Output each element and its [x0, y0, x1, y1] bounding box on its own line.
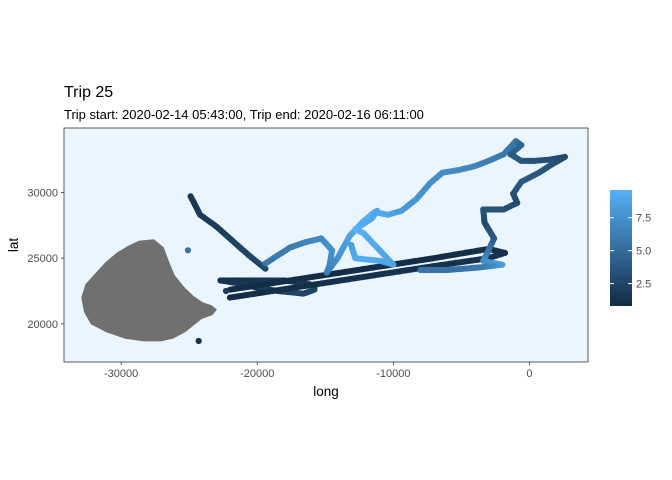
data-point [373, 207, 381, 214]
x-tick-label: -20000 [240, 368, 274, 380]
chart-subtitle: Trip start: 2020-02-14 05:43:00, Trip en… [64, 107, 424, 122]
legend-tick-label: 5.0 [636, 246, 651, 258]
data-point [417, 266, 424, 274]
data-point [184, 247, 191, 254]
chart-title: Trip 25 [64, 84, 113, 101]
legend-tick-label: 2.5 [636, 279, 651, 291]
y-axis: 20000 25000 30000 [27, 187, 64, 331]
land-polygon [81, 239, 217, 342]
x-tick-label: -10000 [376, 368, 410, 380]
color-legend: 2.5 5.0 7.5 [610, 190, 651, 306]
x-axis-title: long [313, 384, 339, 399]
y-tick-label: 25000 [27, 253, 58, 265]
points-layer [184, 138, 569, 345]
y-axis-title: lat [6, 238, 21, 253]
x-tick-label: 0 [526, 368, 532, 380]
x-axis: -30000 -20000 -10000 0 [104, 362, 533, 380]
y-tick-label: 20000 [27, 319, 58, 331]
legend-tick-label: 7.5 [636, 213, 651, 225]
legend-colorbar [610, 190, 632, 306]
data-point [262, 265, 269, 272]
y-tick-label: 30000 [27, 187, 58, 199]
land-layer [81, 239, 217, 342]
data-point [222, 287, 230, 295]
data-point [195, 337, 202, 345]
data-point [217, 277, 224, 284]
x-tick-label: -30000 [104, 368, 138, 380]
